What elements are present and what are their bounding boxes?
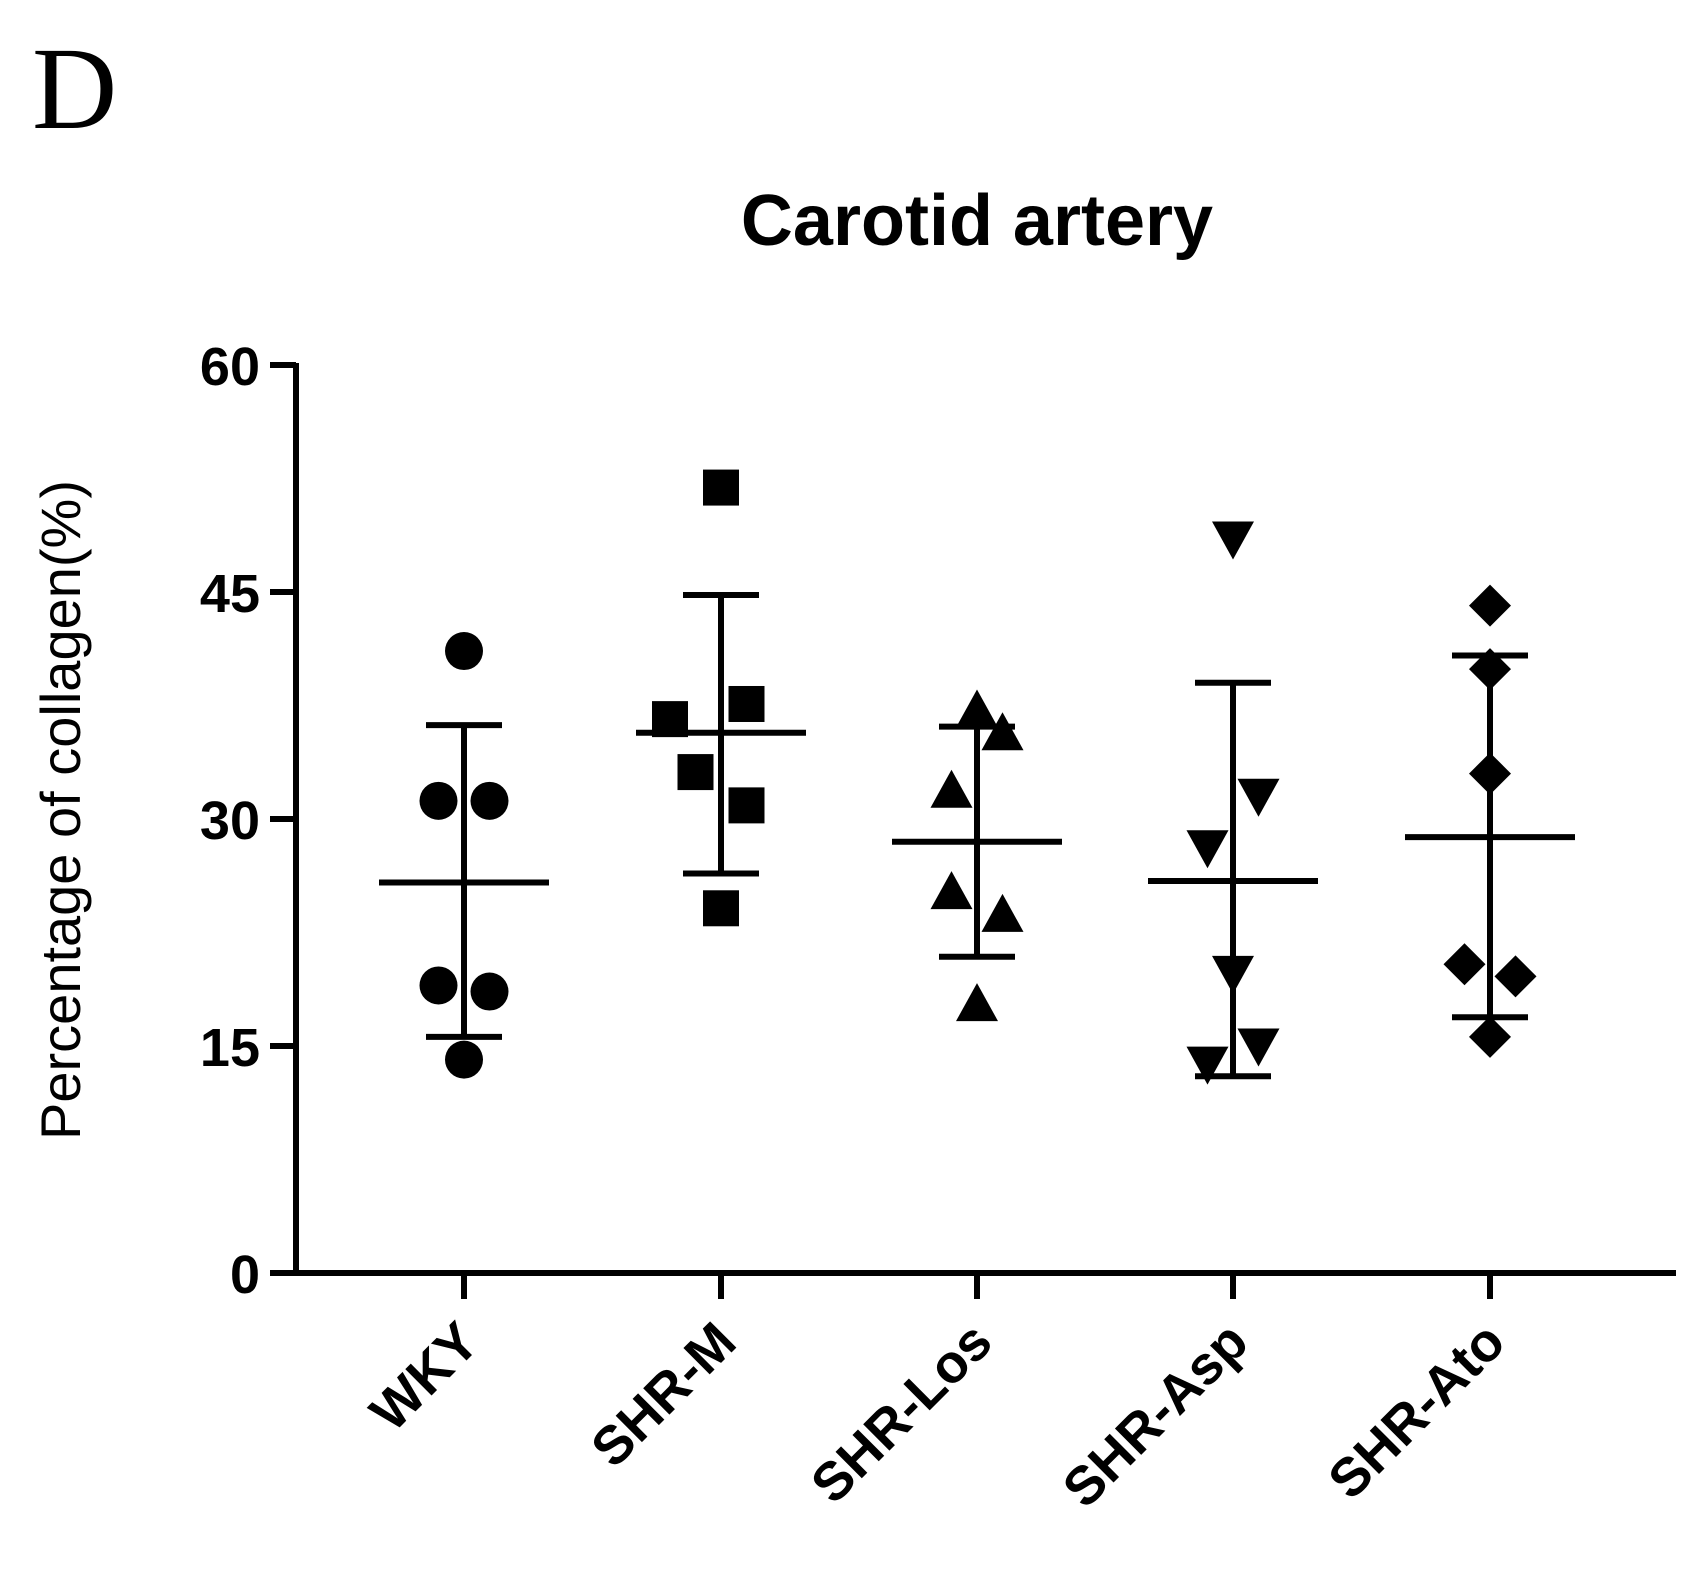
data-point [1443,943,1486,986]
data-point [419,781,458,820]
data-point [930,769,973,808]
data-point [703,469,739,506]
y-tick-label: 0 [230,1245,260,1305]
data-point [1494,955,1537,998]
x-tick-label: SHR-M [580,1311,748,1479]
data-point [1212,521,1254,560]
series-group [379,632,549,1079]
data-point [419,966,458,1005]
data-point [981,893,1024,932]
tick-labels: 0 15 30 45 60 WKY SHR-M SHR-Los SHR-Asp SHR-Ato [200,337,1517,1519]
chart-title: Carotid artery [741,181,1213,261]
data-point [930,871,973,910]
data-point [445,632,483,671]
panel-label: D [32,23,117,154]
data-point [956,689,998,728]
data-point [956,983,998,1022]
x-tick-label: WKY [359,1311,491,1443]
data-marks [379,469,1575,1085]
data-point [470,972,509,1011]
y-tick-label: 45 [200,564,260,624]
data-point [1469,1015,1511,1058]
y-tick-label: 60 [200,337,260,397]
series-group [892,689,1062,1022]
data-point [1237,1028,1280,1067]
data-point [445,1040,483,1079]
series-group [1405,584,1575,1058]
x-tick-label: SHR-Los [800,1311,1004,1515]
series-group [1148,521,1318,1085]
y-tick-label: 30 [200,791,260,851]
y-axis-label: Percentage of collagen(%) [29,480,92,1140]
data-point [728,787,765,824]
data-point [1237,778,1280,817]
series-group [636,469,806,927]
x-tick-label: SHR-Ato [1317,1311,1516,1510]
data-point [703,890,739,927]
x-tick-label: SHR-Asp [1052,1311,1260,1519]
y-tick-label: 15 [200,1018,260,1078]
data-point [677,754,714,791]
data-point [1186,830,1229,869]
data-point [1186,1046,1229,1085]
data-point [981,712,1024,751]
data-point [728,685,765,722]
data-point [470,781,509,820]
axes [270,362,1676,1299]
data-point [1469,584,1511,627]
